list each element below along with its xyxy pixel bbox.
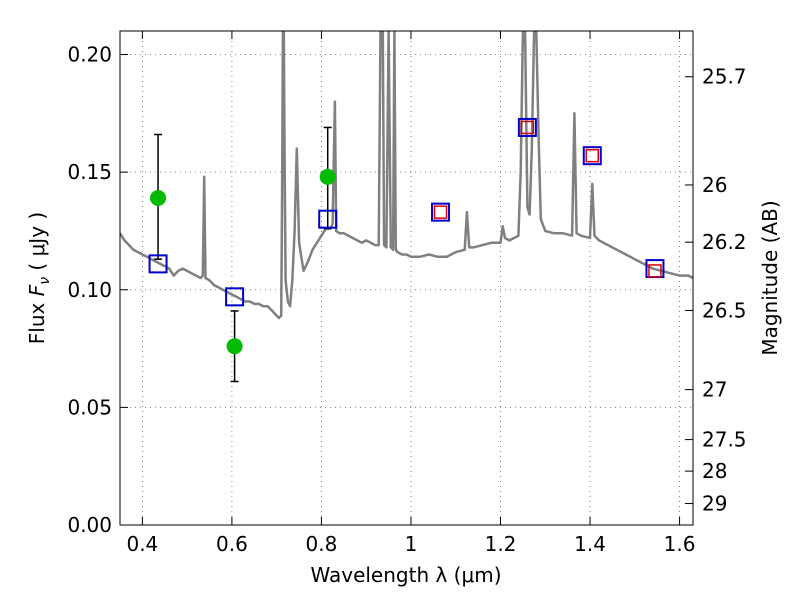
x-tick-label: 0.6: [216, 532, 248, 556]
y-axis-label-right: Magnitude (AB): [758, 200, 782, 355]
model-point-red: [585, 148, 600, 163]
y-tick-label: 0.00: [67, 513, 112, 537]
y-tick-label: 0.10: [67, 278, 112, 302]
y-tick-label: 0.15: [67, 160, 112, 184]
spectrum-line: [120, 31, 693, 320]
mag-tick-label: 26.2: [702, 230, 747, 254]
x-axis-label: Wavelength λ (μm): [310, 563, 501, 587]
mag-tick-label: 29: [702, 492, 727, 516]
x-tick-label: 1.4: [574, 532, 606, 556]
x-tick-label: 0.4: [126, 532, 158, 556]
mag-tick-label: 26.5: [702, 298, 747, 322]
x-tick-label: 1.6: [664, 532, 696, 556]
plot-frame: [119, 30, 694, 526]
plot-background: [120, 31, 693, 525]
data-points: [148, 117, 665, 383]
observed-point: [319, 168, 336, 185]
y-tick-label: 0.20: [67, 43, 112, 67]
mag-tick-label: 27: [702, 378, 727, 402]
x-tick-label: 1: [405, 532, 418, 556]
model-point-blue: [148, 254, 168, 274]
mag-tick-label: 25.7: [702, 65, 747, 89]
model-point-blue: [431, 202, 451, 222]
model-point-red: [520, 120, 535, 135]
x-tick-label: 1.2: [485, 532, 517, 556]
observed-point: [226, 338, 243, 355]
model-point-blue: [318, 209, 338, 229]
observed-point: [150, 190, 167, 207]
model-spectrum: [120, 31, 693, 320]
model-point-red: [648, 264, 662, 278]
y-axis-label: Flux Fν ( μJy ): [25, 212, 53, 344]
mag-tick-label: 26: [702, 173, 727, 197]
model-point-blue: [517, 117, 537, 137]
model-point-blue: [225, 287, 245, 307]
y-tick-label: 0.05: [67, 395, 112, 419]
mag-tick-label: 28: [702, 459, 727, 483]
x-tick-label: 0.8: [306, 532, 338, 556]
model-point-red: [433, 205, 448, 219]
mag-tick-label: 27.5: [702, 428, 747, 452]
model-point-blue: [582, 146, 602, 166]
axis-ticks: 0.4 0.6 0.8 1 1.2 1.4 1.6 0.00 0.05 0.10 0.15 0.20 2…: [67, 31, 747, 556]
